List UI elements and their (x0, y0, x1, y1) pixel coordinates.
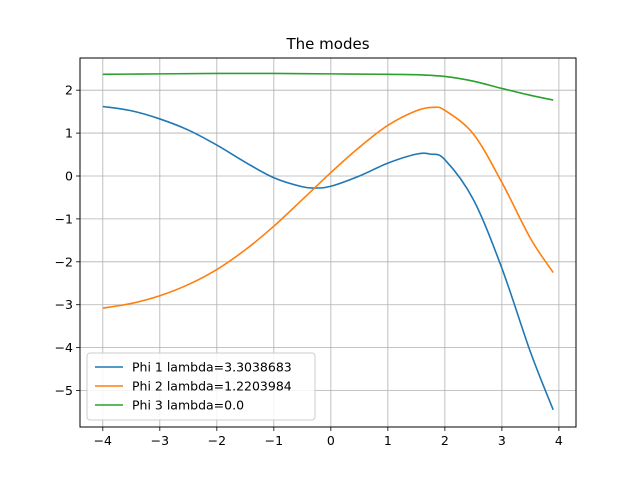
x-tick-label: 4 (555, 433, 563, 448)
y-axis: 2 1 0 −1 −2 −3 −4 −5 (55, 83, 80, 398)
legend-label-2: Phi 2 lambda=1.2203984 (132, 379, 292, 394)
y-tick-label: −1 (55, 211, 73, 226)
y-tick-label: −5 (55, 383, 73, 398)
grid-lines (80, 58, 576, 427)
x-tick-label: −1 (265, 433, 283, 448)
legend-box (86, 352, 316, 421)
x-tick-label: 3 (498, 433, 506, 448)
x-tick-label: −3 (151, 433, 169, 448)
y-tick-label: 1 (65, 126, 73, 141)
series-line-2 (102, 106, 554, 309)
x-tick-label: 2 (441, 433, 449, 448)
x-tick-label: 0 (327, 433, 335, 448)
y-tick-label: 0 (65, 168, 73, 183)
y-tick-label: 2 (65, 83, 73, 98)
legend: Phi 1 lambda=3.3038683 Phi 2 lambda=1.220… (86, 352, 316, 421)
x-tick-label: −2 (208, 433, 226, 448)
plot-frame (79, 57, 577, 428)
y-tick-label: −2 (55, 254, 73, 269)
legend-label-1: Phi 1 lambda=3.3038683 (132, 360, 292, 375)
series-line-3 (102, 72, 554, 101)
y-tick-label: −4 (55, 340, 73, 355)
x-axis: −4 −3 −2 −1 0 1 2 3 4 (94, 427, 563, 448)
series-layer (102, 72, 554, 411)
x-tick-label: 1 (384, 433, 392, 448)
chart-title: The modes (285, 35, 369, 53)
legend-label-3: Phi 3 lambda=0.0 (132, 398, 244, 413)
x-tick-label: −4 (94, 433, 112, 448)
y-tick-label: −3 (55, 297, 73, 312)
series-line-1 (102, 105, 554, 411)
